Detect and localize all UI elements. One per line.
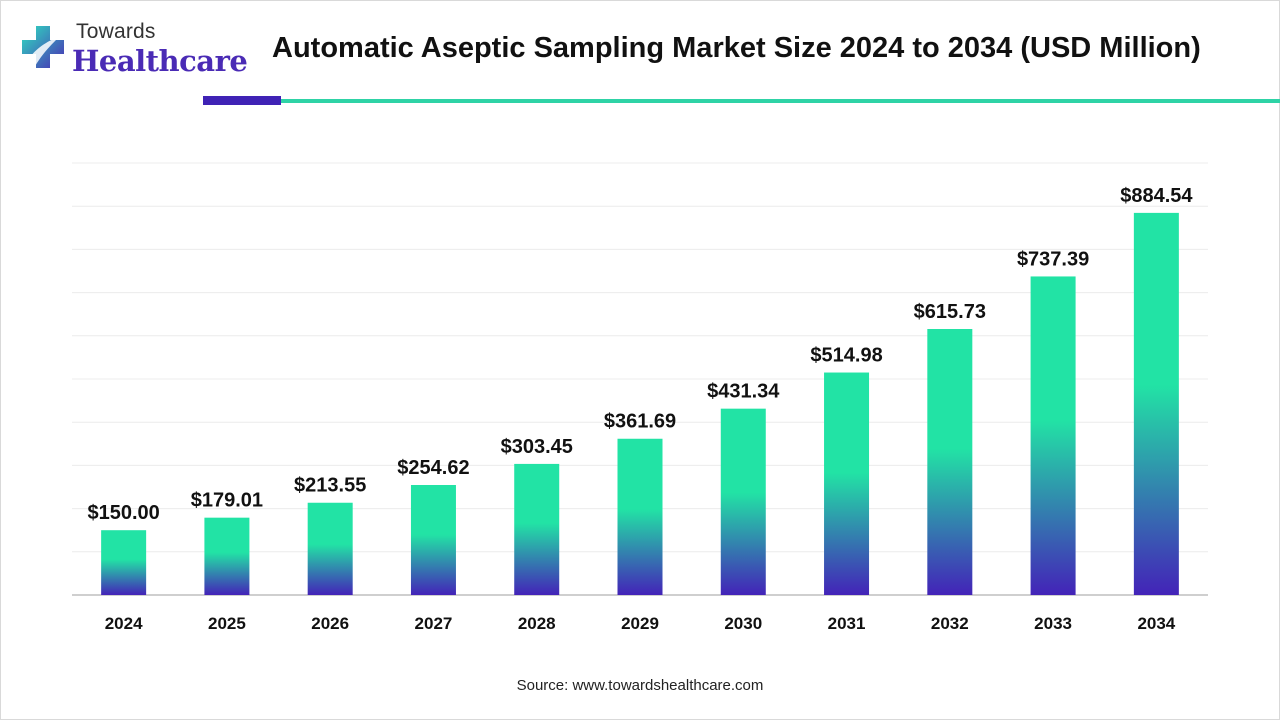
- data-label-2029: $361.69: [604, 411, 676, 433]
- x-tick-label-2027: 2027: [415, 614, 453, 633]
- bar-2030: [720, 408, 766, 595]
- data-label-2026: $213.55: [294, 475, 366, 497]
- data-label-2033: $737.39: [1017, 248, 1089, 270]
- data-label-2031: $514.98: [810, 345, 882, 367]
- medical-cross-icon: [22, 26, 64, 68]
- towards-healthcare-logo: Towards Healthcare: [20, 20, 248, 85]
- data-label-2024: $150.00: [87, 502, 159, 524]
- x-tick-label-2026: 2026: [311, 614, 349, 633]
- title-accent-bar-purple: [203, 96, 281, 105]
- data-label-2030: $431.34: [707, 381, 780, 403]
- x-tick-label-2034: 2034: [1137, 614, 1175, 633]
- bar-2033: [1030, 276, 1076, 595]
- bar-2025: [204, 517, 250, 595]
- x-tick-label-2033: 2033: [1034, 614, 1072, 633]
- x-tick-label-2025: 2025: [208, 614, 246, 633]
- bar-2024: [101, 530, 147, 595]
- bar-2031: [824, 372, 870, 595]
- x-tick-label-2028: 2028: [518, 614, 556, 633]
- bar-2026: [307, 502, 353, 595]
- source-note: Source: www.towardshealthcare.com: [516, 677, 764, 694]
- bar-2034: [1133, 212, 1179, 595]
- bar-2029: [617, 438, 663, 595]
- bar-2027: [410, 485, 456, 595]
- x-tick-label-2030: 2030: [724, 614, 762, 633]
- logo-top-text: Towards: [76, 20, 156, 43]
- logo-bottom-text: Healthcare: [72, 44, 248, 78]
- title-accent-bar-teal: [281, 99, 1280, 103]
- x-tick-label-2032: 2032: [931, 614, 969, 633]
- data-label-2032: $615.73: [914, 301, 986, 323]
- data-label-2025: $179.01: [191, 490, 263, 512]
- data-label-2028: $303.45: [501, 436, 573, 458]
- x-tick-label-2024: 2024: [105, 614, 143, 633]
- x-tick-label-2031: 2031: [828, 614, 866, 633]
- bar-2032: [927, 329, 973, 595]
- chart-title: Automatic Aseptic Sampling Market Size 2…: [272, 32, 1201, 64]
- data-label-2027: $254.62: [397, 457, 469, 479]
- x-tick-label-2029: 2029: [621, 614, 659, 633]
- data-label-2034: $884.54: [1120, 185, 1193, 207]
- bar-2028: [514, 463, 560, 595]
